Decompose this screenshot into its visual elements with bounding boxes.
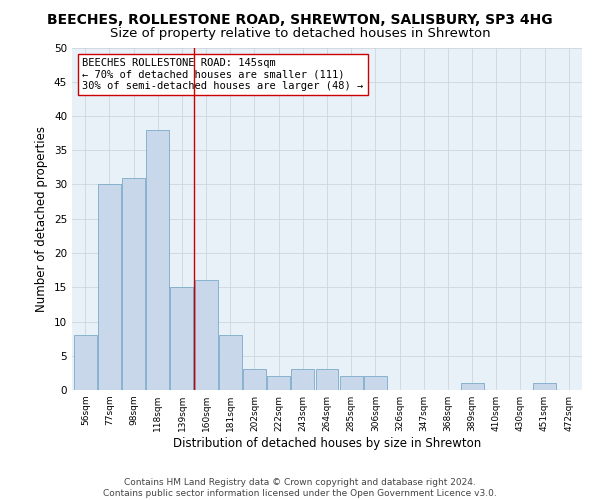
Bar xyxy=(98,184,121,390)
Bar xyxy=(340,376,362,390)
Bar xyxy=(461,383,484,390)
Text: Contains HM Land Registry data © Crown copyright and database right 2024.
Contai: Contains HM Land Registry data © Crown c… xyxy=(103,478,497,498)
Bar xyxy=(146,130,169,390)
Bar xyxy=(170,287,193,390)
Bar xyxy=(267,376,290,390)
Bar xyxy=(122,178,145,390)
Bar xyxy=(74,335,97,390)
Bar xyxy=(292,370,314,390)
Text: BEECHES ROLLESTONE ROAD: 145sqm
← 70% of detached houses are smaller (111)
30% o: BEECHES ROLLESTONE ROAD: 145sqm ← 70% of… xyxy=(82,58,364,91)
Bar xyxy=(194,280,218,390)
Text: BEECHES, ROLLESTONE ROAD, SHREWTON, SALISBURY, SP3 4HG: BEECHES, ROLLESTONE ROAD, SHREWTON, SALI… xyxy=(47,12,553,26)
Bar xyxy=(219,335,242,390)
X-axis label: Distribution of detached houses by size in Shrewton: Distribution of detached houses by size … xyxy=(173,437,481,450)
Text: Size of property relative to detached houses in Shrewton: Size of property relative to detached ho… xyxy=(110,28,490,40)
Bar xyxy=(243,370,266,390)
Bar xyxy=(533,383,556,390)
Bar xyxy=(316,370,338,390)
Bar xyxy=(364,376,387,390)
Y-axis label: Number of detached properties: Number of detached properties xyxy=(35,126,49,312)
